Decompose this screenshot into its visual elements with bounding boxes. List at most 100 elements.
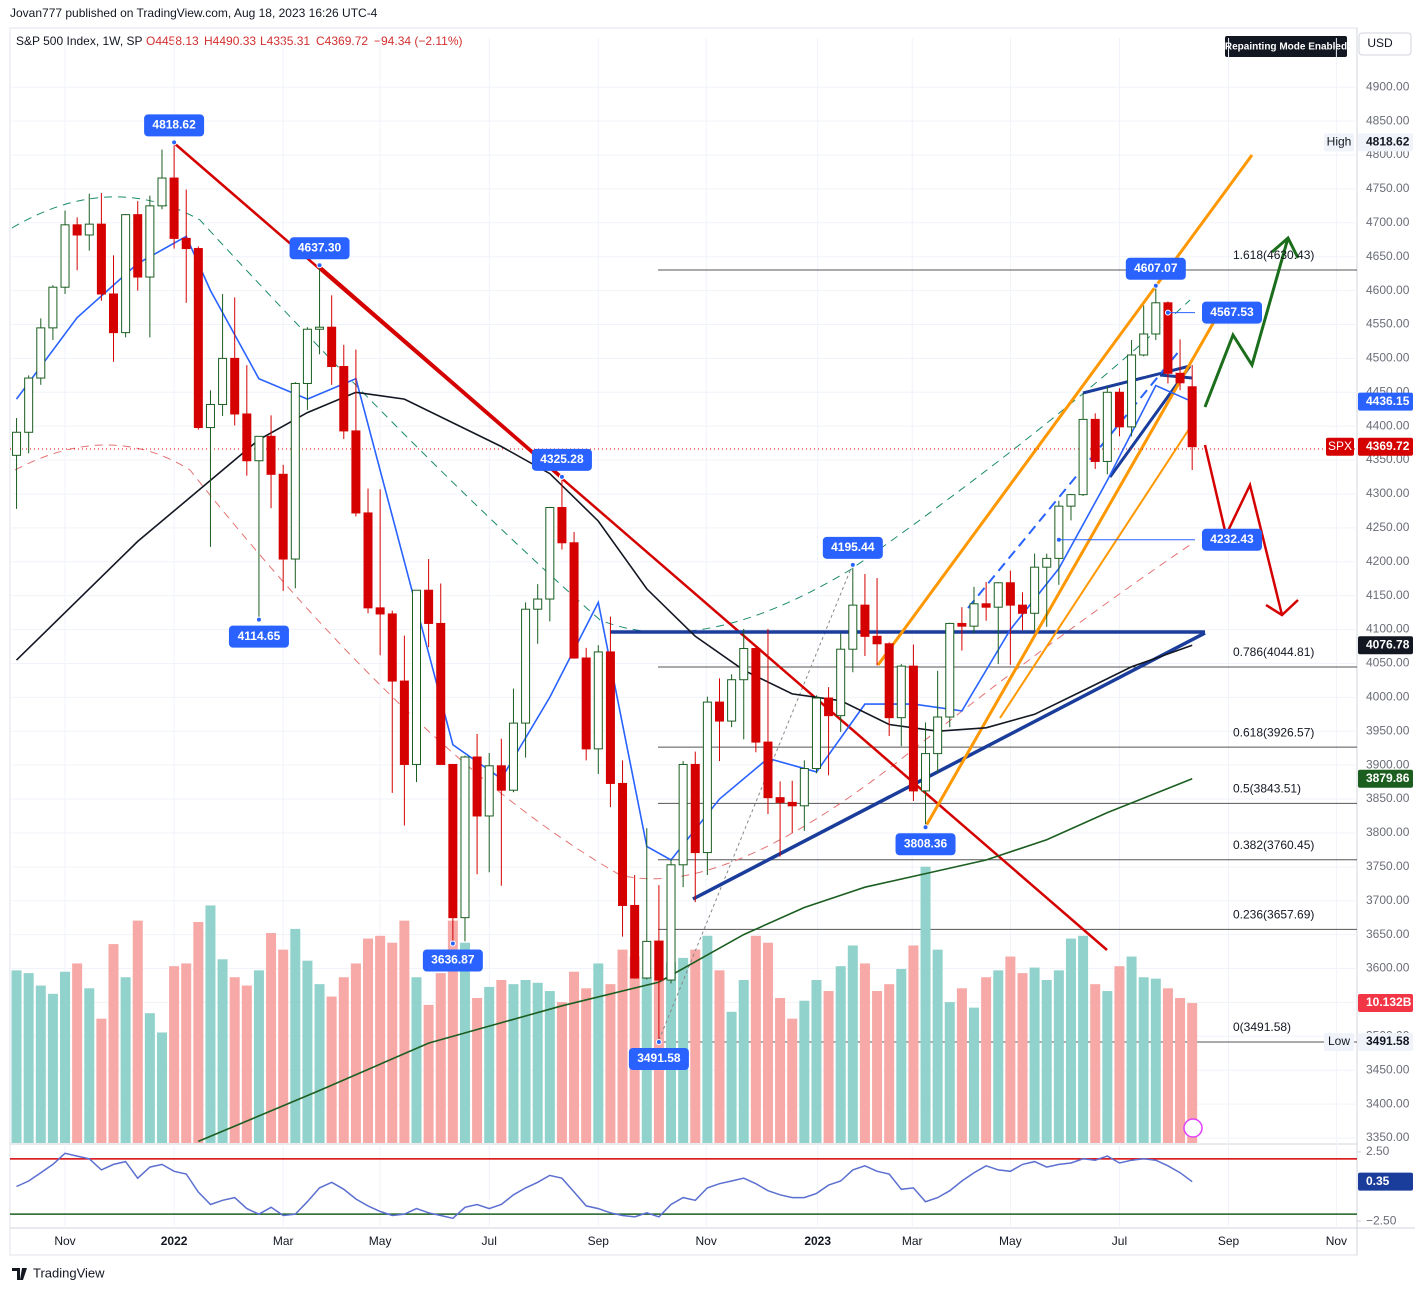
candle-body xyxy=(327,326,337,368)
price-tag xyxy=(1326,437,1354,456)
candle-body xyxy=(727,679,737,722)
volume-bar xyxy=(1041,980,1052,1143)
candle-body xyxy=(36,327,46,379)
y-tick-label: 4100.00 xyxy=(1366,622,1410,636)
volume-bar xyxy=(193,922,204,1143)
candle-body xyxy=(205,403,215,429)
candle-body xyxy=(1030,566,1040,614)
volume-bar xyxy=(872,991,883,1143)
brand-logo xyxy=(12,1268,27,1280)
volume-bar xyxy=(908,945,919,1143)
candle-body xyxy=(230,357,240,415)
x-tick-label: Jul xyxy=(482,1234,497,1248)
moving-averages xyxy=(15,235,1193,1220)
volume-bar xyxy=(981,977,992,1143)
candle-body xyxy=(145,205,155,278)
y-tick-label: 3850.00 xyxy=(1366,791,1410,805)
currency-button[interactable] xyxy=(1358,32,1412,56)
indicator-icon[interactable] xyxy=(1183,1118,1203,1138)
volume-bar xyxy=(1150,978,1161,1143)
volume-bar xyxy=(762,942,773,1143)
price-tag xyxy=(1324,1033,1354,1052)
volume-bar xyxy=(181,963,192,1143)
symbol: S&P 500 Index, 1W, SP xyxy=(16,34,143,48)
price-tag xyxy=(1324,133,1354,152)
brand-name: TradingView xyxy=(33,1265,105,1280)
price-badge-label: 0.35 xyxy=(1366,1174,1390,1188)
candle-body xyxy=(557,507,567,544)
annotation-point xyxy=(171,139,178,146)
volume-bar xyxy=(847,945,858,1143)
volume-bar xyxy=(169,966,180,1143)
dashed-connector xyxy=(658,565,853,1041)
candle-body xyxy=(278,473,288,560)
candle-body xyxy=(157,177,167,207)
volume-bar xyxy=(1175,997,1186,1143)
volume-bar xyxy=(96,1018,107,1143)
candle-body xyxy=(1090,418,1100,462)
volume-bar xyxy=(775,997,786,1143)
candle-body xyxy=(60,224,70,288)
candle-body xyxy=(339,366,349,432)
volume-bar xyxy=(60,971,71,1143)
y-tick-label: 4300.00 xyxy=(1366,486,1410,500)
currency[interactable]: USD xyxy=(1367,36,1393,50)
channel-line xyxy=(876,154,1254,666)
y-tick-label: 4850.00 xyxy=(1366,113,1410,127)
volume-bar xyxy=(156,1032,167,1143)
channel-line xyxy=(999,419,1196,719)
volume-bar xyxy=(1029,967,1040,1143)
candle-body xyxy=(72,224,82,236)
candle-body xyxy=(1066,494,1076,507)
volume-bar xyxy=(447,920,458,1143)
candle-body xyxy=(387,613,397,682)
price-badge xyxy=(1358,437,1413,456)
volume-bar xyxy=(11,970,22,1143)
y-tick-label: 4050.00 xyxy=(1366,656,1410,670)
price-badge-label: 4369.72 xyxy=(1366,439,1410,453)
price-badge-label: 3879.86 xyxy=(1366,771,1410,785)
volume-bar xyxy=(787,1018,798,1143)
ohlc-low: L4335.31 xyxy=(260,34,310,48)
annotation-box xyxy=(1125,257,1186,280)
x-tick-label: Sep xyxy=(1218,1234,1240,1248)
candle-body xyxy=(1139,333,1149,356)
annotation-point xyxy=(655,1039,662,1046)
projection-up xyxy=(1203,235,1300,408)
volume-bar xyxy=(714,970,725,1143)
volume-bar xyxy=(896,968,907,1143)
volume-bar xyxy=(302,960,313,1143)
volume-bar xyxy=(278,949,289,1143)
candle-body xyxy=(933,716,943,755)
volume-bar xyxy=(944,1002,955,1143)
volume-bar xyxy=(1138,977,1149,1143)
volume-bar xyxy=(690,949,701,1143)
candle-body xyxy=(254,435,264,462)
candle-body xyxy=(448,763,458,919)
volume-bar xyxy=(932,949,943,1143)
y-tick-label: 3750.00 xyxy=(1366,859,1410,873)
candle-body xyxy=(872,635,882,645)
volume-bar xyxy=(617,949,628,1143)
candle-body xyxy=(181,237,191,250)
volume-bar xyxy=(496,980,507,1143)
candle-body xyxy=(242,413,252,462)
volume-bar xyxy=(835,966,846,1143)
price-tag-label: SPX xyxy=(1328,439,1352,453)
channel-line xyxy=(924,319,1217,827)
annotation-box xyxy=(144,114,205,137)
fib-label: 0.382(3760.45) xyxy=(1233,838,1314,852)
candle-body xyxy=(799,768,809,807)
annotation-point xyxy=(922,824,929,831)
volume-bar xyxy=(556,1002,567,1143)
candle-body xyxy=(302,328,312,384)
volume-bar xyxy=(1187,1003,1198,1143)
annotation-box xyxy=(422,949,483,972)
candle-body xyxy=(351,430,361,514)
candle-body xyxy=(1005,582,1015,606)
volume-bar xyxy=(532,982,543,1143)
volume-bar xyxy=(241,985,252,1143)
ohlc-high: H4490.33 xyxy=(204,34,256,48)
